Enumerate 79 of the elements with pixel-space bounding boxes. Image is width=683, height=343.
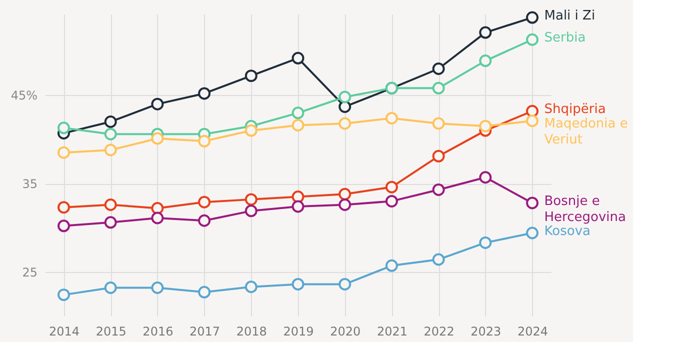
point <box>244 280 258 294</box>
point <box>104 216 117 229</box>
point <box>244 124 258 137</box>
point <box>385 112 398 124</box>
point <box>526 114 539 128</box>
y-tick-label: 45% <box>10 88 38 103</box>
point <box>198 134 211 148</box>
point <box>198 196 211 208</box>
point <box>151 212 164 224</box>
point <box>104 198 117 211</box>
point <box>244 204 258 218</box>
point <box>292 106 304 120</box>
x-tick-label: 2024 <box>517 324 548 338</box>
point <box>151 98 164 110</box>
series-label: Serbia <box>544 30 586 46</box>
point <box>104 115 117 128</box>
point <box>104 282 117 294</box>
x-tick-label: 2021 <box>376 324 408 338</box>
point <box>198 214 211 227</box>
point <box>57 288 70 302</box>
point <box>385 180 398 194</box>
point <box>432 82 445 94</box>
point <box>338 198 352 211</box>
point <box>57 122 70 134</box>
series-label: Maqedonia e Veriut <box>544 116 628 148</box>
point <box>385 194 398 208</box>
point <box>151 132 164 145</box>
x-tick-label: 2020 <box>330 324 361 338</box>
point <box>57 201 70 214</box>
point <box>57 220 70 232</box>
point <box>292 200 304 213</box>
point <box>526 196 539 210</box>
point <box>151 282 164 294</box>
point <box>385 259 398 272</box>
point <box>479 26 492 39</box>
x-tick-label: 2019 <box>283 324 314 338</box>
point <box>432 183 445 196</box>
point <box>338 117 352 130</box>
y-tick-label: 35 <box>22 177 38 192</box>
point <box>479 54 492 68</box>
point <box>526 33 539 46</box>
x-tick-label: 2018 <box>236 324 267 338</box>
y-tick-label: 25 <box>22 265 38 280</box>
point <box>338 90 352 104</box>
point <box>432 253 445 266</box>
point <box>292 190 304 204</box>
point <box>244 70 258 82</box>
point <box>338 188 352 200</box>
point <box>526 226 539 240</box>
point <box>104 128 117 140</box>
x-tick-label: 2015 <box>96 324 126 338</box>
point <box>432 62 445 75</box>
series-label: Shqipëria <box>544 102 606 118</box>
point <box>292 52 304 64</box>
point <box>198 87 211 100</box>
x-tick-label: 2023 <box>470 324 502 338</box>
point <box>57 146 70 159</box>
series-label: Bosnje e Hercegovina <box>544 194 626 225</box>
point <box>338 100 352 113</box>
series-label: Mali i Zi <box>544 8 596 24</box>
point <box>292 119 304 132</box>
point <box>292 278 304 290</box>
point <box>526 11 539 24</box>
point <box>479 171 492 184</box>
series-label: Kosova <box>544 224 590 239</box>
point <box>151 202 164 215</box>
point <box>432 117 445 130</box>
x-tick-label: 2014 <box>48 324 80 338</box>
point <box>198 286 211 298</box>
point <box>244 193 258 206</box>
x-tick-label: 2016 <box>142 324 174 338</box>
point <box>104 144 117 156</box>
x-tick-label: 2022 <box>424 324 454 338</box>
point <box>526 104 539 118</box>
x-tick-label: 2017 <box>190 324 220 338</box>
point <box>338 278 352 290</box>
point <box>432 150 445 162</box>
point <box>479 120 492 132</box>
point <box>479 236 492 249</box>
